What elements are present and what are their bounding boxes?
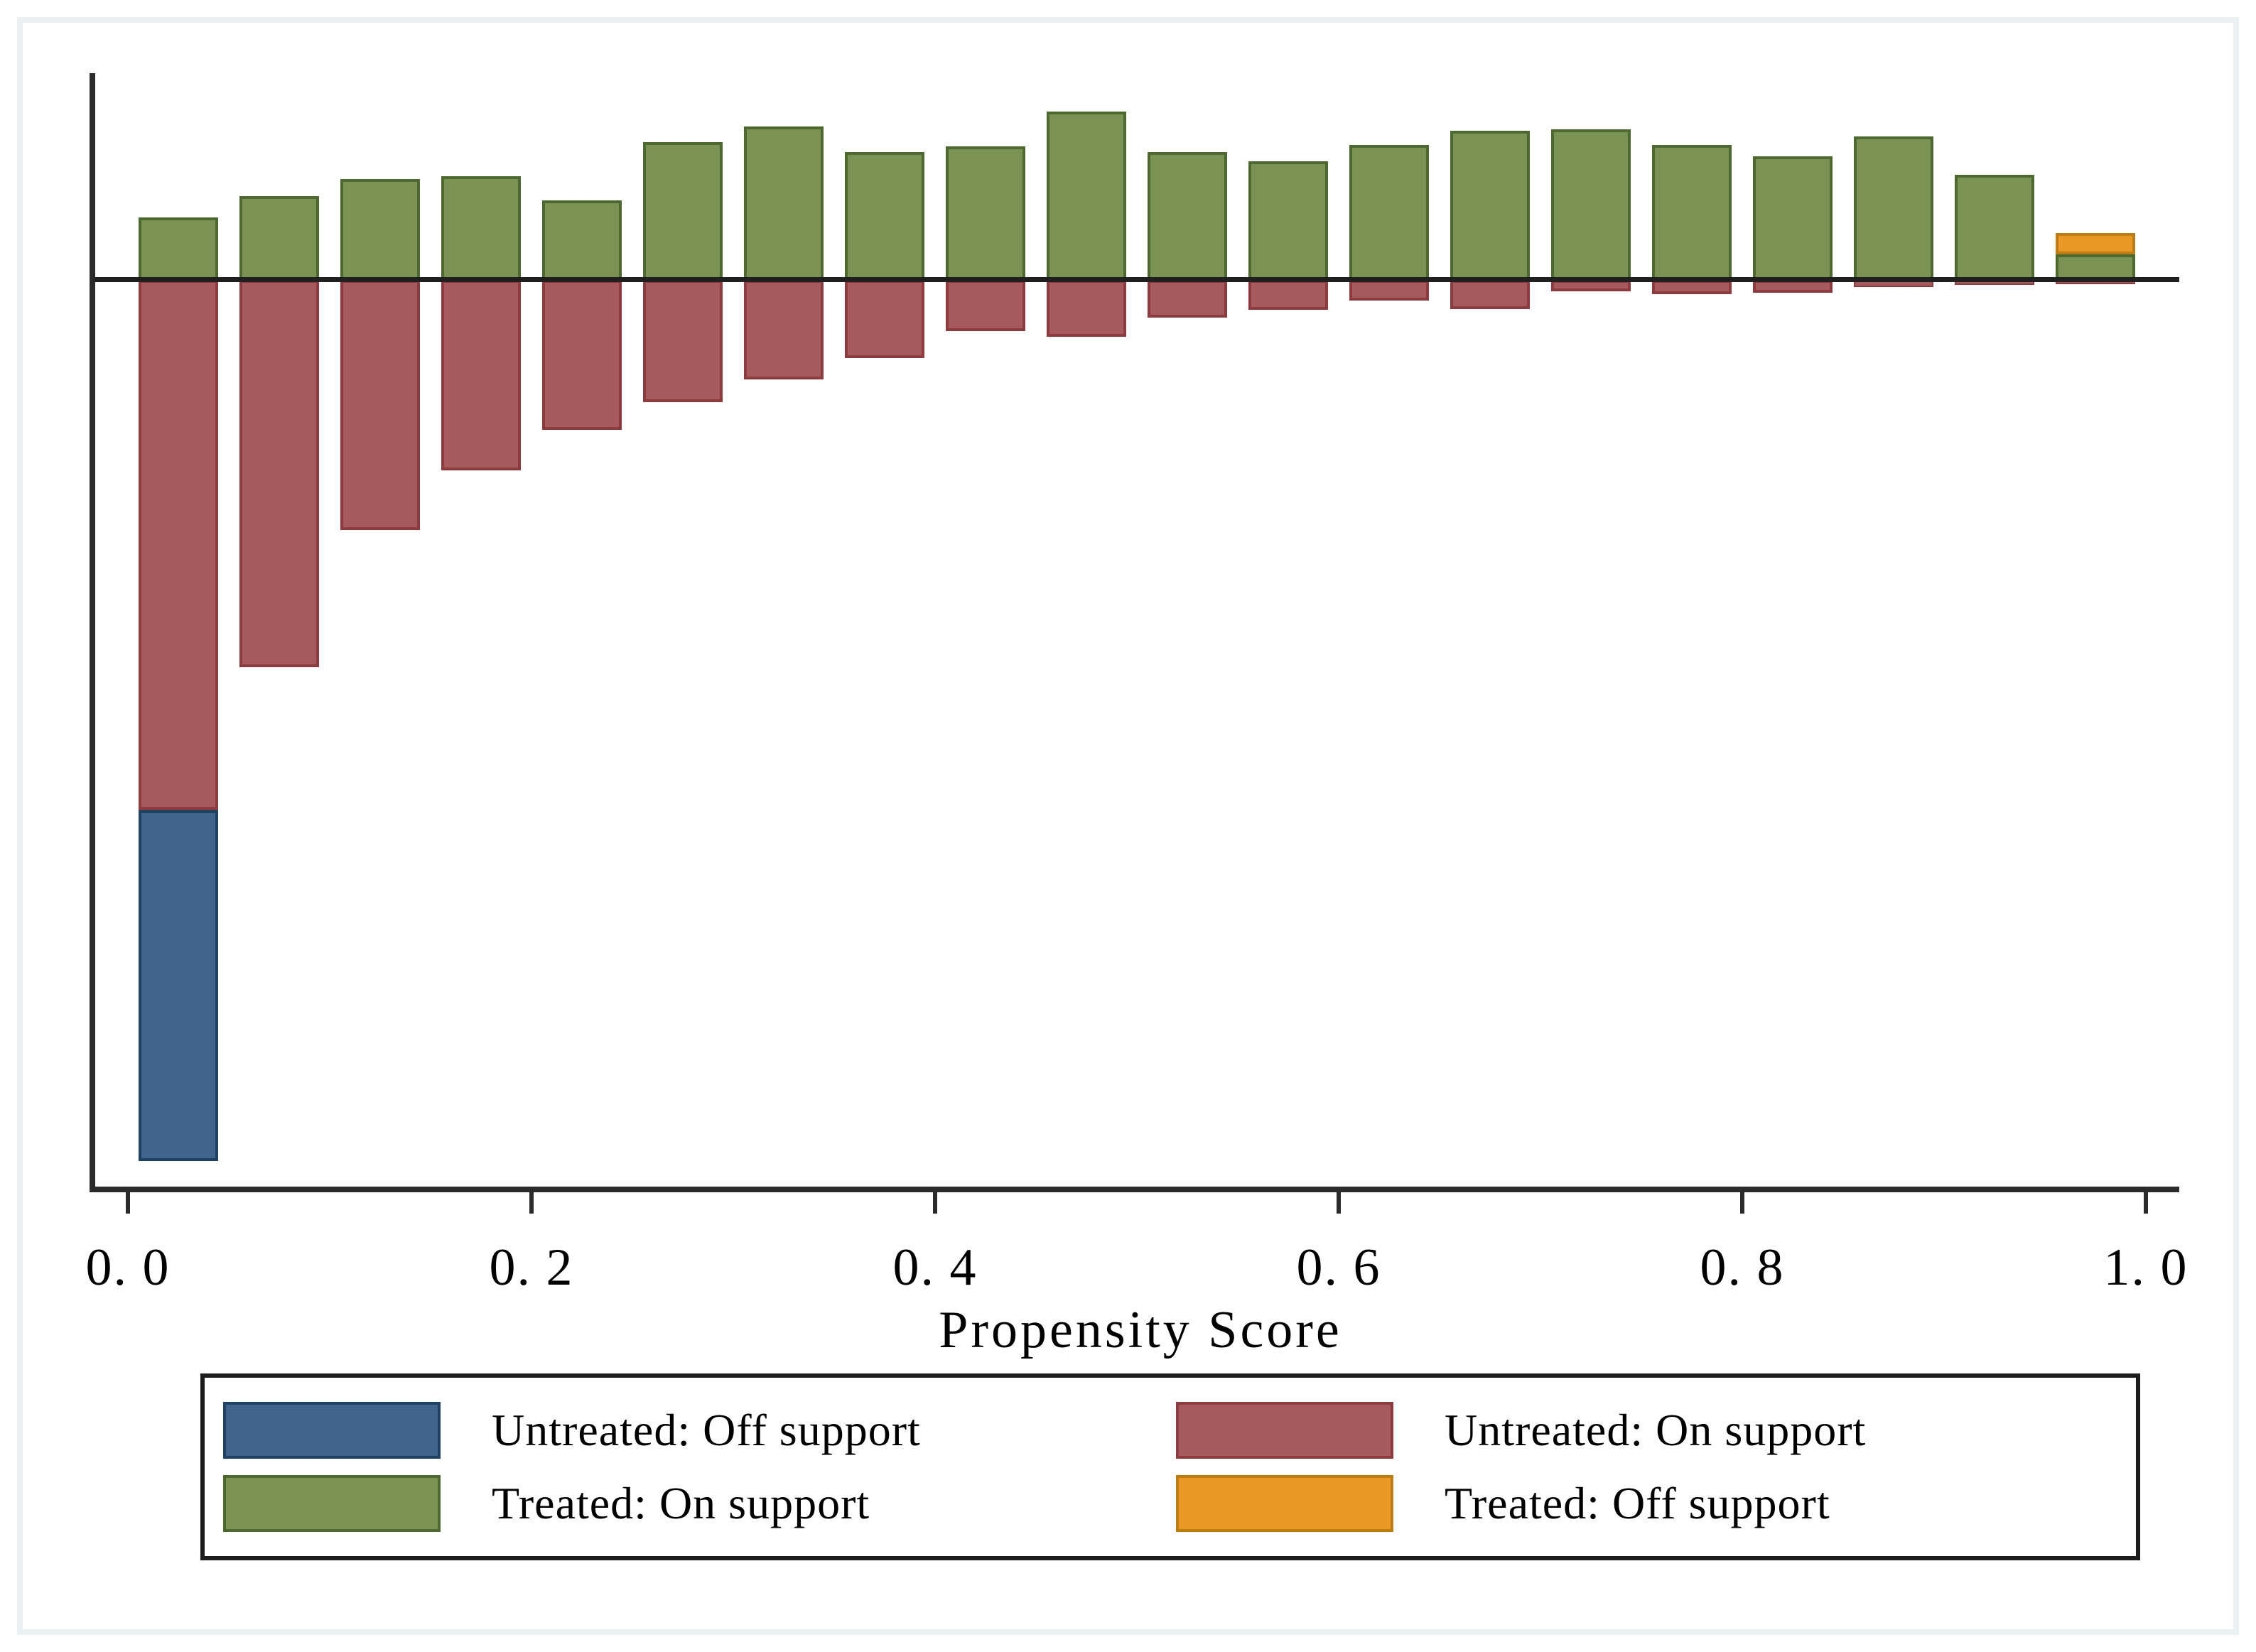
bar-treated-off-support [2056, 233, 2135, 254]
bar-treated-on-support [441, 176, 521, 280]
bar-treated-on-support [239, 196, 319, 280]
legend-entry-untreated-off: Untreated: Off support [223, 1401, 1176, 1459]
bar-untreated-on-support [1248, 280, 1328, 310]
bar-untreated-on-support [1148, 280, 1227, 318]
bar-treated-on-support [845, 152, 924, 280]
bar-untreated-on-support [1450, 280, 1530, 309]
bar-treated-on-support [1450, 131, 1530, 280]
legend-label-untreated-on: Untreated: On support [1445, 1404, 1867, 1455]
legend-box: Untreated: Off support Untreated: On sup… [200, 1373, 2140, 1560]
bar-treated-on-support [340, 179, 420, 280]
x-tick-mark [1740, 1192, 1744, 1214]
bar-untreated-off-support [139, 810, 218, 1161]
bar-untreated-on-support [542, 280, 622, 430]
bar-treated-on-support [139, 217, 218, 280]
bar-untreated-on-support [139, 280, 218, 810]
legend-entry-untreated-on: Untreated: On support [1176, 1401, 2129, 1459]
bar-untreated-on-support [845, 280, 924, 358]
bar-treated-on-support [1047, 112, 1126, 280]
bar-untreated-on-support [1047, 280, 1126, 337]
bar-treated-on-support [1753, 156, 1833, 280]
legend-swatch-untreated-on [1176, 1401, 1393, 1459]
bar-treated-on-support [1148, 152, 1227, 280]
bar-untreated-on-support [340, 280, 420, 530]
legend-label-treated-off: Treated: Off support [1445, 1478, 1830, 1529]
x-axis-line [90, 1187, 2179, 1192]
bar-untreated-on-support [239, 280, 319, 667]
bar-treated-on-support [1248, 161, 1328, 280]
bar-treated-on-support [1652, 145, 1732, 280]
legend-swatch-treated-off [1176, 1475, 1393, 1533]
bar-treated-on-support [1349, 145, 1429, 280]
bar-treated-on-support [542, 200, 622, 280]
bar-treated-on-support [1551, 129, 1631, 280]
bar-untreated-on-support [946, 280, 1025, 331]
x-tick-label-0.8: 0. 8 [1700, 1238, 1785, 1297]
legend-entry-treated-on: Treated: On support [223, 1475, 1176, 1533]
bar-treated-on-support [744, 126, 824, 280]
y-axis-line [90, 73, 95, 1192]
bar-untreated-on-support [441, 280, 521, 470]
legend-label-treated-on: Treated: On support [492, 1478, 870, 1529]
legend-swatch-treated-on [223, 1475, 441, 1533]
legend-entry-treated-off: Treated: Off support [1176, 1475, 2129, 1533]
x-tick-label-0.6: 0. 6 [1296, 1238, 1381, 1297]
graph-frame-border [17, 17, 2239, 1635]
x-tick-mark [2144, 1192, 2148, 1214]
bar-untreated-on-support [744, 280, 824, 379]
x-tick-mark [1337, 1192, 1341, 1214]
zero-baseline [92, 277, 2179, 282]
bar-untreated-on-support [643, 280, 723, 402]
bar-untreated-on-support [1349, 280, 1429, 301]
legend-label-untreated-off: Untreated: Off support [492, 1404, 921, 1455]
x-tick-mark [933, 1192, 937, 1214]
x-axis-title: Propensity Score [939, 1301, 1342, 1359]
x-tick-label-1.0: 1. 0 [2103, 1238, 2188, 1297]
x-tick-label-0.0: 0. 0 [85, 1238, 171, 1297]
bar-untreated-on-support [1652, 280, 1732, 294]
x-tick-mark [126, 1192, 130, 1214]
x-tick-label-0.2: 0. 2 [489, 1238, 574, 1297]
x-tick-label-0.4: 0. 4 [892, 1238, 978, 1297]
bar-treated-on-support [1854, 136, 1933, 280]
legend-swatch-untreated-off [223, 1401, 441, 1459]
x-tick-mark [529, 1192, 534, 1214]
bar-treated-on-support [1955, 175, 2034, 280]
bar-treated-on-support [946, 146, 1025, 280]
bar-treated-on-support [2056, 254, 2135, 280]
bar-treated-on-support [643, 142, 723, 280]
